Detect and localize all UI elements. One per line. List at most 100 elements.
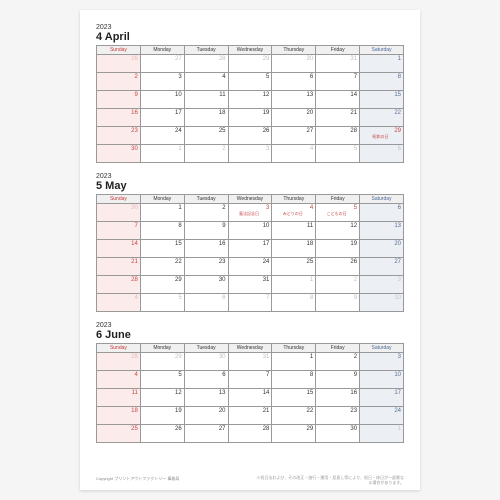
day-number: 25 xyxy=(131,426,138,432)
day-number: 1 xyxy=(178,146,181,152)
day-number: 17 xyxy=(263,241,270,247)
day-cell: 17 xyxy=(360,389,404,407)
calendar-grid: SundayMondayTuesdayWednesdayThursdayFrid… xyxy=(96,45,404,163)
holiday-label: みどりの日 xyxy=(272,212,313,216)
day-cell: 29 xyxy=(272,425,316,443)
day-cell: 28 xyxy=(316,127,360,145)
day-header: Friday xyxy=(316,344,360,353)
day-number: 10 xyxy=(175,92,182,98)
day-number: 29 xyxy=(307,426,314,432)
day-number: 28 xyxy=(131,354,138,360)
day-cell: 22 xyxy=(360,109,404,127)
day-cell: 31 xyxy=(228,276,272,294)
day-number: 30 xyxy=(131,146,138,152)
day-cell: 18 xyxy=(97,407,141,425)
day-number: 5 xyxy=(178,372,181,378)
day-header: Wednesday xyxy=(228,344,272,353)
day-number: 20 xyxy=(307,110,314,116)
day-cell: 4 xyxy=(97,371,141,389)
day-cell: 12 xyxy=(316,222,360,240)
day-cell: 6 xyxy=(272,73,316,91)
day-number: 7 xyxy=(266,295,269,301)
day-cell: 16 xyxy=(97,109,141,127)
day-cell: 23 xyxy=(316,407,360,425)
day-cell: 24 xyxy=(140,127,184,145)
calendar-month: 20236 JuneSundayMondayTuesdayWednesdayTh… xyxy=(96,322,404,443)
day-number: 3 xyxy=(178,74,181,80)
day-cell: 19 xyxy=(140,407,184,425)
day-header: Monday xyxy=(140,344,184,353)
day-number: 28 xyxy=(219,56,226,62)
day-cell: 25 xyxy=(272,258,316,276)
day-cell: 5 xyxy=(316,145,360,163)
day-cell: 30 xyxy=(184,353,228,371)
day-cell: 10 xyxy=(360,294,404,312)
day-number: 2 xyxy=(135,74,138,80)
day-header: Monday xyxy=(140,195,184,204)
day-number: 15 xyxy=(394,92,401,98)
day-cell: 25 xyxy=(184,127,228,145)
day-cell: 28 xyxy=(97,276,141,294)
day-number: 19 xyxy=(350,241,357,247)
footer-note: ※祝日法および、その改正・施行・運用・見直し等により、祝日・休日が一部異なる場合… xyxy=(254,476,404,486)
day-header: Tuesday xyxy=(184,344,228,353)
day-cell: 14 xyxy=(228,389,272,407)
day-cell: 17 xyxy=(228,240,272,258)
day-number: 4 xyxy=(310,146,313,152)
day-header: Thursday xyxy=(272,344,316,353)
day-cell: 2 xyxy=(97,73,141,91)
day-number: 26 xyxy=(350,259,357,265)
day-cell: 4 xyxy=(272,145,316,163)
day-number: 9 xyxy=(135,92,138,98)
day-number: 23 xyxy=(219,259,226,265)
day-number: 24 xyxy=(394,408,401,414)
day-number: 31 xyxy=(350,56,357,62)
day-cell: 1 xyxy=(140,204,184,222)
day-cell: 6 xyxy=(184,294,228,312)
day-number: 8 xyxy=(310,295,313,301)
day-number: 19 xyxy=(175,408,182,414)
day-number: 4 xyxy=(310,205,313,211)
day-number: 11 xyxy=(132,390,138,396)
day-number: 24 xyxy=(175,128,182,134)
day-cell: 13 xyxy=(184,389,228,407)
year-label: 2023 xyxy=(96,24,404,31)
day-number: 18 xyxy=(131,408,138,414)
day-number: 16 xyxy=(350,390,357,396)
day-cell: 28 xyxy=(184,55,228,73)
day-cell: 13 xyxy=(360,222,404,240)
day-cell: 3 xyxy=(360,276,404,294)
calendar-month: 20234 AprilSundayMondayTuesdayWednesdayT… xyxy=(96,24,404,163)
day-cell: 5 xyxy=(140,294,184,312)
day-cell: 23 xyxy=(97,127,141,145)
day-number: 22 xyxy=(307,408,314,414)
day-number: 3 xyxy=(266,146,269,152)
day-cell: 3憲法記念日 xyxy=(228,204,272,222)
day-header: Wednesday xyxy=(228,195,272,204)
day-cell: 7 xyxy=(228,371,272,389)
day-cell: 30 xyxy=(184,276,228,294)
day-cell: 5こどもの日 xyxy=(316,204,360,222)
day-header: Wednesday xyxy=(228,46,272,55)
day-cell: 28 xyxy=(97,353,141,371)
day-cell: 24 xyxy=(228,258,272,276)
day-number: 28 xyxy=(263,426,270,432)
day-cell: 3 xyxy=(360,353,404,371)
day-cell: 23 xyxy=(184,258,228,276)
day-cell: 16 xyxy=(316,389,360,407)
day-header: Monday xyxy=(140,46,184,55)
day-number: 7 xyxy=(135,223,138,229)
day-number: 1 xyxy=(310,277,313,283)
day-header: Thursday xyxy=(272,46,316,55)
day-number: 23 xyxy=(131,128,138,134)
day-number: 20 xyxy=(219,408,226,414)
day-cell: 7 xyxy=(97,222,141,240)
day-number: 4 xyxy=(135,295,138,301)
month-title: 4 April xyxy=(96,31,404,43)
day-cell: 10 xyxy=(228,222,272,240)
day-cell: 16 xyxy=(184,240,228,258)
day-number: 30 xyxy=(219,354,226,360)
day-number: 17 xyxy=(175,110,182,116)
day-cell: 24 xyxy=(360,407,404,425)
day-cell: 9 xyxy=(184,222,228,240)
